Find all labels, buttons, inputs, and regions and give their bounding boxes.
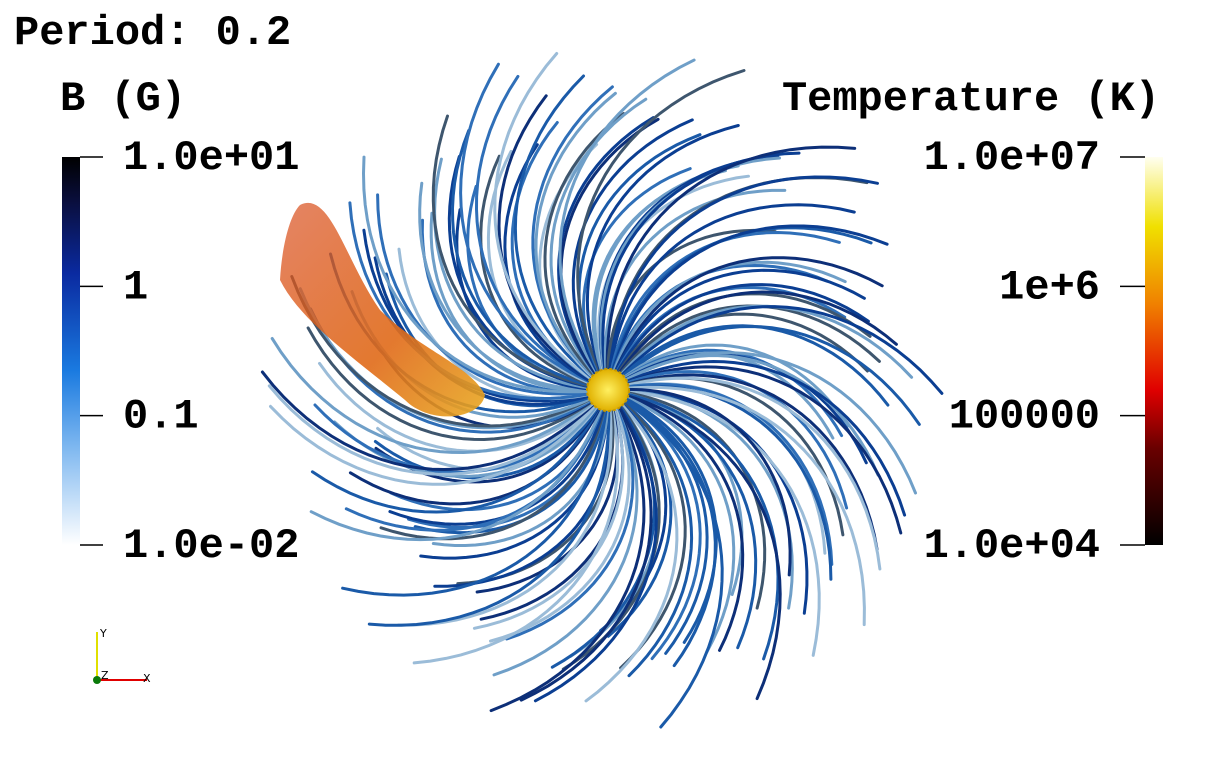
axes-triad: X Y Z [93,627,151,685]
streamline [474,74,594,384]
streamline [616,290,898,377]
streamline [624,387,792,577]
streamline [543,112,626,379]
streamline [577,133,702,376]
x-label: X [143,672,151,685]
plume [280,202,485,417]
streamline [606,400,673,638]
streamline [624,392,780,661]
y-label: Y [99,627,107,640]
streamline [623,376,882,571]
colorbar [62,157,80,545]
streamline [290,275,594,428]
streamline [431,114,592,388]
colorbar-title: B (G) [60,75,186,123]
streamline [309,405,604,542]
streamline [489,404,646,713]
streamline [333,403,599,478]
streamline [605,145,857,374]
streamline [489,405,631,643]
streamline [623,394,745,652]
streamline [619,400,687,670]
streamlines [260,52,944,729]
tick-label: 1.0e+01 [123,134,299,182]
tick-label: 0.1 [123,393,199,441]
streamline [472,405,625,630]
streamline [585,124,740,375]
title: Period: 0.2 [14,9,291,57]
streamline [361,155,592,394]
streamline [624,385,866,627]
streamline [620,324,921,426]
streamline [620,399,694,678]
tick-label: 1.0e-02 [123,522,299,570]
streamline [397,406,613,627]
colorbar [1145,157,1163,545]
tick-label: 1.0e+07 [924,134,1100,182]
streamline [450,129,592,388]
streamline [418,181,592,392]
streamline [492,404,639,677]
streamline [493,52,595,382]
streamline [388,406,606,526]
streamline [623,373,879,552]
streamline [431,406,610,547]
streamline [613,268,866,375]
streamline [341,406,608,597]
streamline [621,398,724,729]
streamline [606,228,777,374]
streamline [558,58,696,377]
streamline [459,62,593,385]
streamline [622,397,709,655]
streamline [613,256,884,375]
z-label: Z [101,669,109,682]
streamline [624,389,821,657]
streamline [623,365,903,535]
streamline [270,337,596,455]
streamline [533,403,658,703]
streamline [534,91,617,380]
streamline [505,404,635,641]
streamline [348,404,602,506]
streamline [559,117,660,378]
streamline [609,230,841,374]
streamline [367,406,611,627]
colorbar-title: Temperature (K) [782,75,1160,123]
z-axis [93,676,101,684]
streamline [269,402,599,486]
streamline [622,351,917,495]
tick-label: 1 [123,263,148,311]
streamline [519,403,653,702]
streamline [571,118,694,376]
streamline [601,151,801,374]
tick-label: 100000 [949,393,1100,441]
star [586,368,630,412]
streamline [623,395,736,654]
streamline [306,326,595,442]
tick-label: 1e+6 [999,263,1100,311]
streamline [611,224,889,375]
streamline [608,203,856,374]
streamline [267,384,598,476]
streamline [618,305,944,395]
streamline [614,283,870,376]
streamline [617,304,881,377]
streamline [607,175,879,374]
streamline [412,406,620,665]
streamline [310,404,602,514]
streamline [584,401,679,703]
streamline [612,260,847,375]
streamline [623,393,782,701]
streamline [513,74,596,381]
streamline [576,69,746,376]
streamline [260,370,597,472]
streamline [622,359,907,517]
tick-label: 1.0e+04 [924,522,1100,570]
streamline [620,343,850,428]
